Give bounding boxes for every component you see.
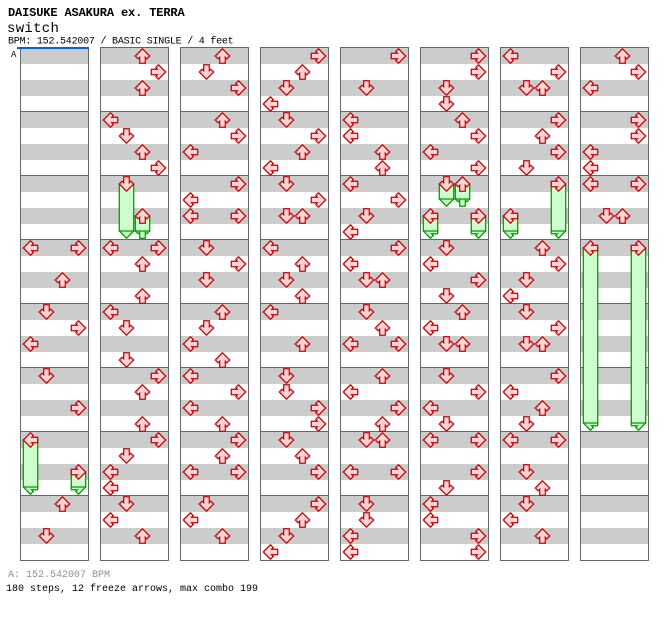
svg-text:A: 152.542007 BPM: A: 152.542007 BPM (8, 570, 110, 581)
svg-text:A: A (11, 50, 17, 60)
svg-text:BPM: 152.542007 / BASIC SINGLE: BPM: 152.542007 / BASIC SINGLE / 4 feet (8, 36, 233, 48)
svg-text:DAISUKE ASAKURA ex. TERRA: DAISUKE ASAKURA ex. TERRA (8, 6, 185, 20)
svg-text:180 steps, 12 freeze arrows, m: 180 steps, 12 freeze arrows, max combo 1… (6, 583, 258, 595)
svg-text:switch: switch (7, 21, 59, 37)
